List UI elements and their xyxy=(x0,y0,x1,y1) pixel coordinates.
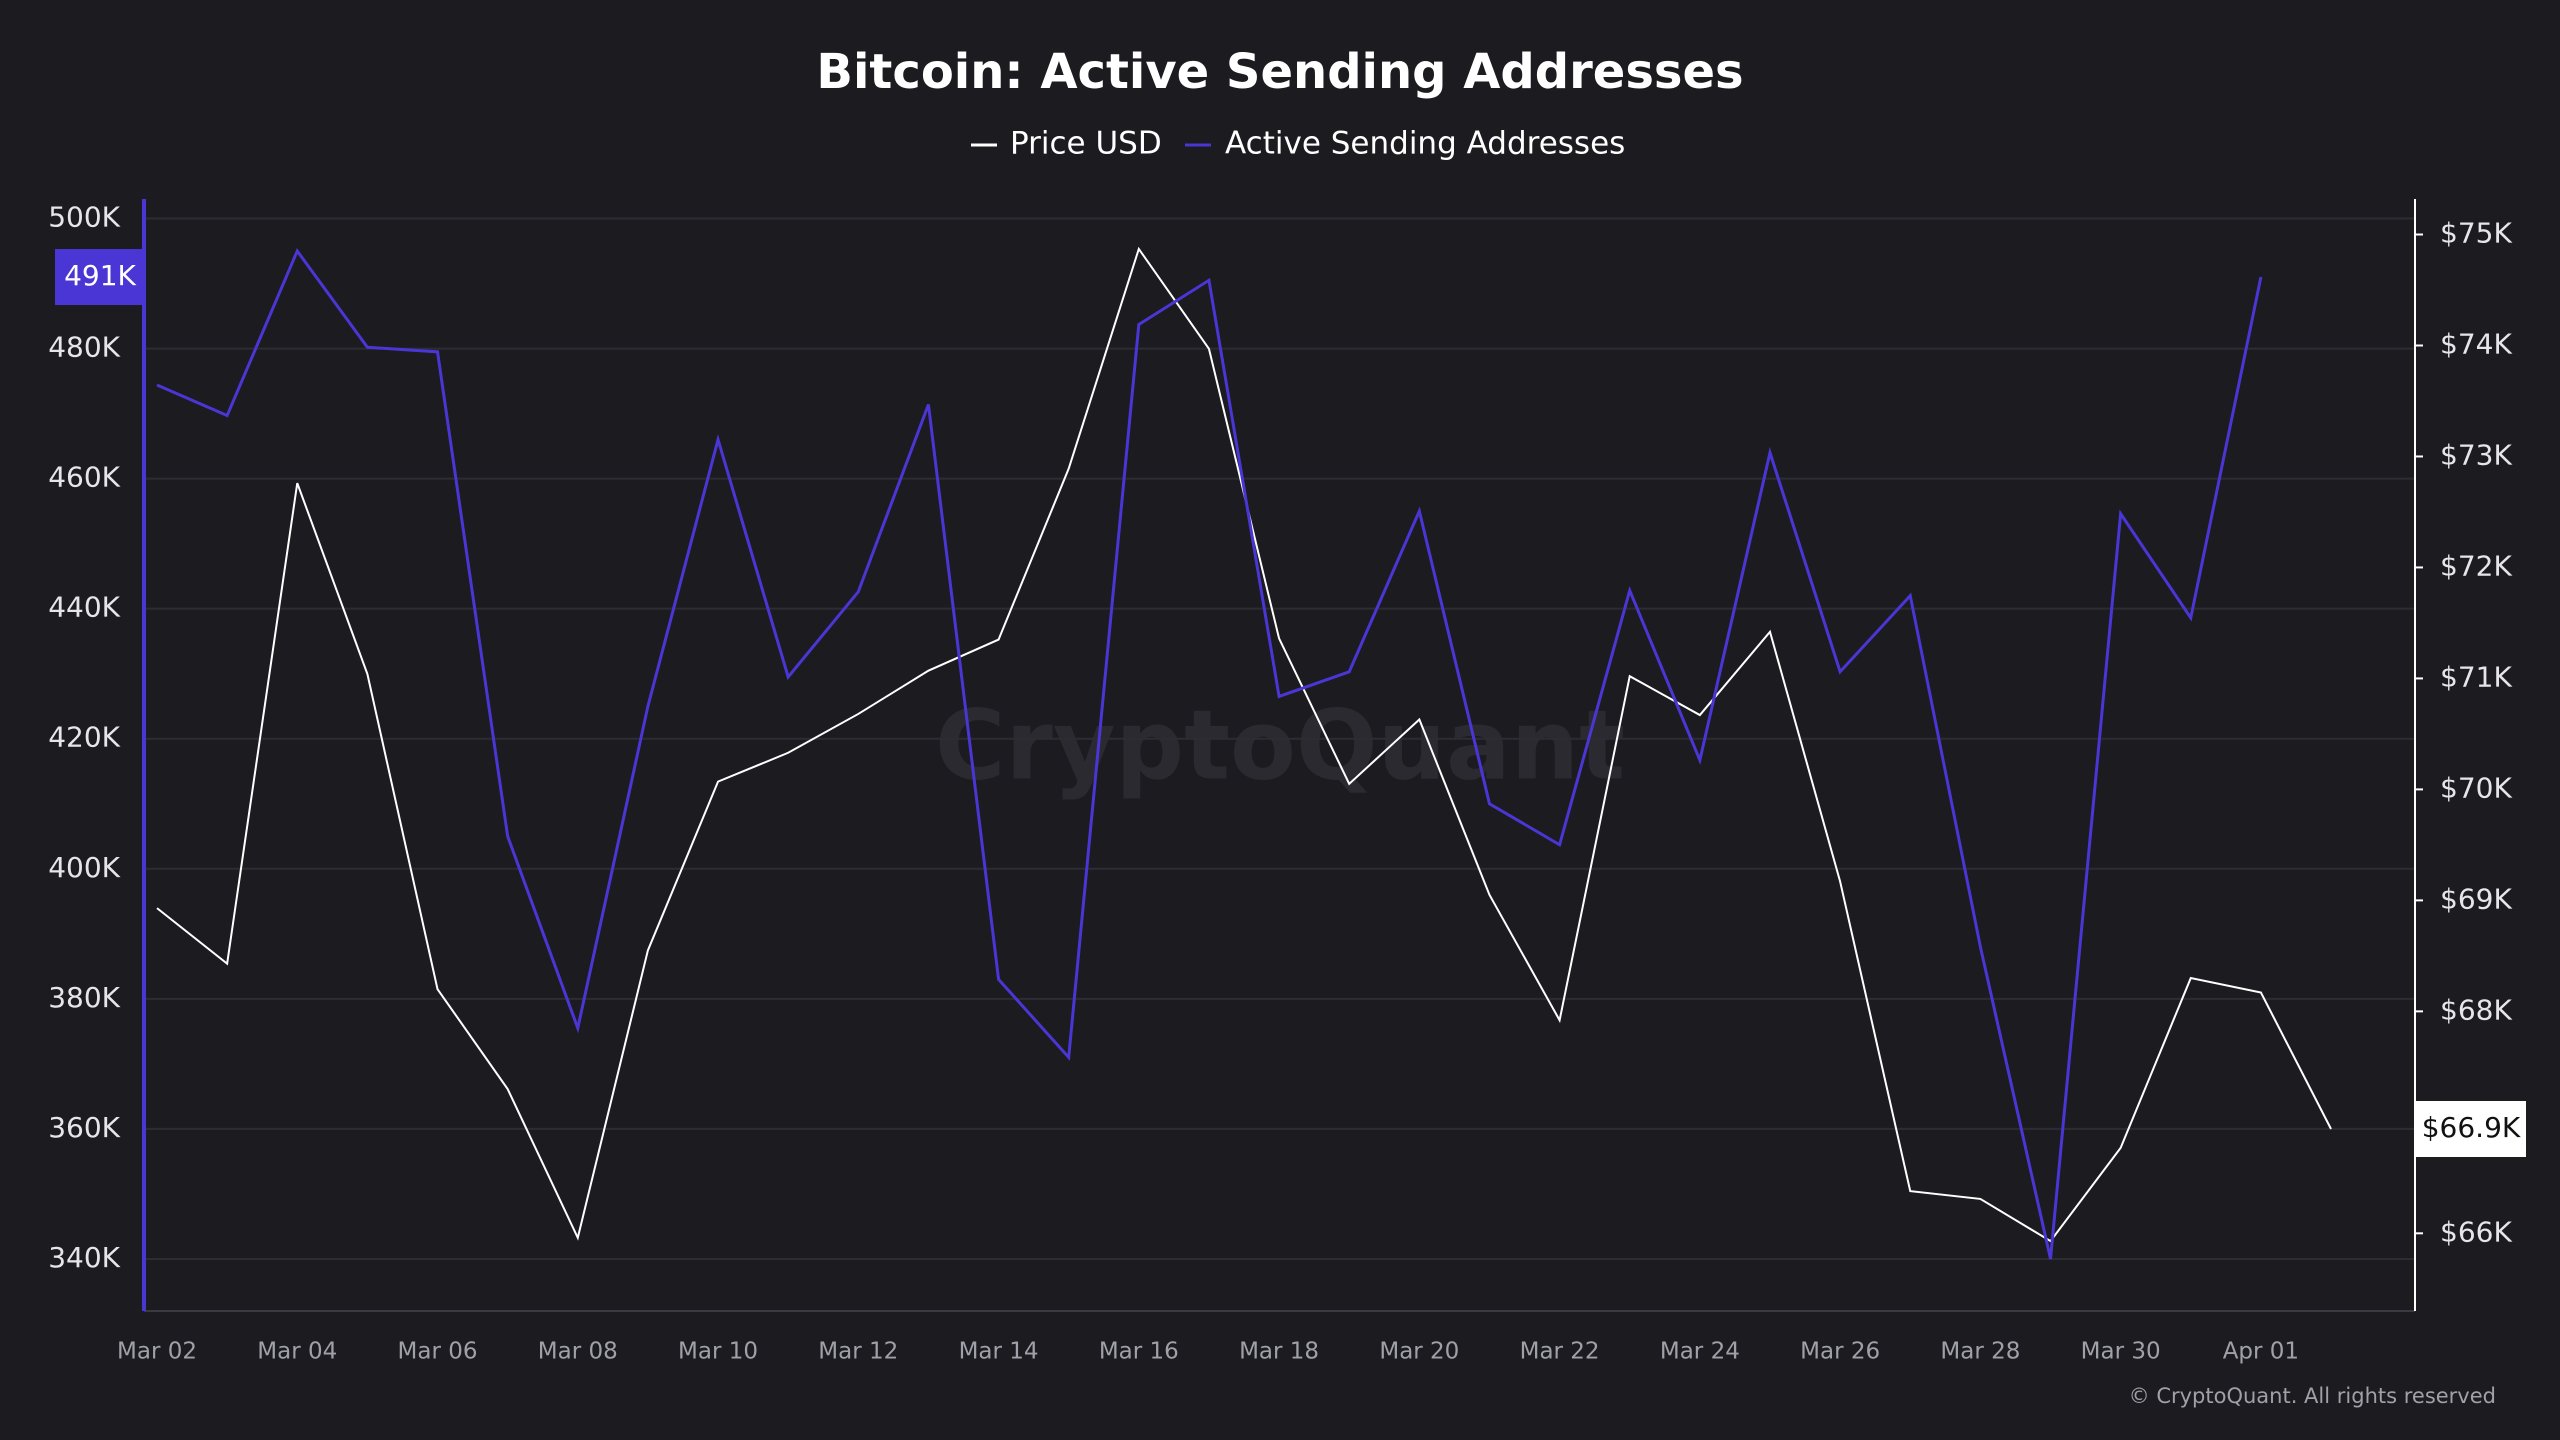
y-tick-label: 360K xyxy=(48,1111,120,1144)
x-tick-label: Mar 24 xyxy=(1660,1339,1740,1365)
x-tick-label: Mar 22 xyxy=(1520,1339,1600,1365)
y2-tick-label: $66K xyxy=(2440,1215,2512,1248)
x-tick-label: Mar 30 xyxy=(2081,1339,2161,1365)
value-label: $66.9K xyxy=(2422,1111,2521,1144)
y2-tick-label: $70K xyxy=(2440,771,2512,804)
y-tick-label: 440K xyxy=(48,591,120,624)
y-tick-label: 480K xyxy=(48,331,120,364)
legend-label: Active Sending Addresses xyxy=(1225,126,1625,162)
x-tick-label: Mar 06 xyxy=(398,1339,478,1365)
y-tick-label: 380K xyxy=(48,981,120,1014)
x-tick-label: Mar 16 xyxy=(1099,1339,1179,1365)
watermark: CryptoQuant xyxy=(935,689,1625,801)
value-badge xyxy=(2416,1100,2526,1157)
y2-tick-label: $68K xyxy=(2440,993,2512,1026)
x-tick-label: Apr 01 xyxy=(2223,1339,2299,1365)
chart-title: Bitcoin: Active Sending Addresses xyxy=(816,44,1743,100)
x-tick-label: Mar 14 xyxy=(959,1339,1039,1365)
x-tick-label: Mar 28 xyxy=(1940,1339,2020,1365)
y2-tick-label: $74K xyxy=(2440,327,2512,360)
y-tick-label: 500K xyxy=(48,201,120,234)
x-tick-label: Mar 10 xyxy=(678,1339,758,1365)
y2-tick-label: $73K xyxy=(2440,438,2512,471)
x-tick-label: Mar 02 xyxy=(117,1339,197,1365)
x-tick-label: Mar 26 xyxy=(1800,1339,1880,1365)
value-badge xyxy=(55,249,144,306)
y2-tick-label: $71K xyxy=(2440,660,2512,693)
y2-tick-label: $75K xyxy=(2440,217,2512,250)
y-tick-label: 460K xyxy=(48,461,120,494)
copyright: © CryptoQuant. All rights reserved xyxy=(2129,1384,2496,1408)
y-tick-label: 400K xyxy=(48,851,120,884)
legend-label: Price USD xyxy=(1010,126,1162,162)
x-tick-label: Mar 08 xyxy=(538,1339,618,1365)
x-tick-label: Mar 18 xyxy=(1239,1339,1319,1365)
y2-tick-label: $69K xyxy=(2440,882,2512,915)
value-label: 491K xyxy=(64,259,136,292)
y-tick-label: 340K xyxy=(48,1241,120,1274)
y2-tick-label: $72K xyxy=(2440,549,2512,582)
x-tick-label: Mar 20 xyxy=(1379,1339,1459,1365)
x-tick-label: Mar 04 xyxy=(257,1339,337,1365)
x-tick-label: Mar 12 xyxy=(818,1339,898,1365)
series-line xyxy=(156,248,2263,1260)
y-tick-label: 420K xyxy=(48,721,120,754)
